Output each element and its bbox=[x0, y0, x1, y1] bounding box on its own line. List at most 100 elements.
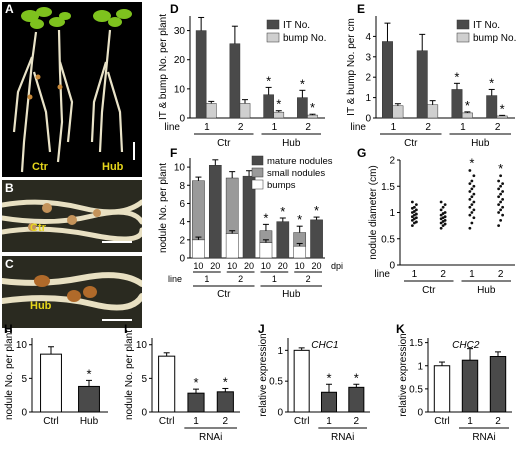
x-tick-label: 2 bbox=[495, 416, 501, 427]
significance-star: * bbox=[263, 210, 268, 225]
significance-star: * bbox=[86, 366, 91, 381]
scatter-point bbox=[499, 174, 503, 178]
significance-star: * bbox=[498, 161, 503, 176]
scatter-point bbox=[441, 224, 445, 228]
root-closeup-ctr bbox=[2, 199, 142, 243]
bar-it bbox=[263, 94, 274, 119]
bar-bump bbox=[461, 112, 473, 119]
legend-label: bump No. bbox=[283, 33, 326, 44]
x-tick-label: 1 bbox=[460, 122, 466, 133]
y-tick-label: 10 bbox=[174, 163, 186, 174]
group-label: Ctr bbox=[217, 289, 231, 300]
scatter-point bbox=[472, 184, 476, 188]
dpi-tick-label: 10 bbox=[227, 261, 237, 271]
scatter-point bbox=[501, 213, 505, 217]
y-tick-label: 2 bbox=[179, 235, 185, 246]
dpi-tick-label: 20 bbox=[312, 261, 322, 271]
bar bbox=[158, 355, 176, 413]
legend-swatch bbox=[251, 167, 264, 178]
y-tick-label: 4 bbox=[179, 217, 185, 228]
scatter-point bbox=[468, 169, 472, 172]
y-tick-label: 1.5 bbox=[409, 338, 423, 349]
scatter-point bbox=[443, 215, 447, 219]
scatter-point bbox=[439, 208, 443, 212]
nodule-dots bbox=[27, 74, 63, 100]
y-axis-label: IT & bump No. per cm bbox=[346, 18, 357, 116]
scatter-point bbox=[439, 221, 443, 225]
y-tick-label: 0 bbox=[365, 114, 371, 125]
scatter-point bbox=[501, 182, 505, 186]
panel-letter: E bbox=[357, 2, 365, 16]
scatter-point bbox=[497, 187, 501, 191]
y-tick-label: 0.5 bbox=[409, 384, 423, 395]
significance-star: * bbox=[500, 101, 505, 116]
significance-star: * bbox=[300, 76, 305, 91]
leaf-clusters bbox=[21, 7, 132, 29]
y-tick-label: 1.5 bbox=[381, 182, 395, 193]
panel-letter: K bbox=[396, 322, 405, 336]
seedling-illustration bbox=[12, 7, 135, 173]
x-tick-label: 2 bbox=[495, 122, 501, 133]
y-tick-label: 10 bbox=[16, 340, 28, 351]
y-tick-label: 1 bbox=[417, 361, 423, 372]
group-label: Ctr bbox=[422, 285, 436, 296]
y-tick-label: 5 bbox=[141, 374, 147, 385]
scatter-point bbox=[443, 218, 447, 222]
bar-it bbox=[486, 95, 498, 119]
scatter-point bbox=[468, 226, 472, 230]
scatter-point bbox=[472, 200, 476, 204]
x-tick-label: 1 bbox=[272, 122, 278, 133]
significance-star: * bbox=[276, 97, 281, 112]
x-tick-label: 1 bbox=[391, 122, 397, 133]
group-label: RNAi bbox=[331, 432, 354, 443]
scatter-point bbox=[410, 224, 414, 228]
scatter-point bbox=[470, 203, 474, 207]
y-tick-label: 3 bbox=[365, 52, 371, 63]
legend-label: IT No. bbox=[283, 20, 310, 31]
group-label: RNAi bbox=[199, 432, 222, 443]
x-tick-label: 2 bbox=[498, 269, 504, 280]
group-label: Hub bbox=[471, 138, 490, 149]
scatter-point bbox=[441, 205, 445, 209]
line-tick-label: 2 bbox=[238, 274, 243, 284]
x-line-label: line bbox=[164, 122, 180, 133]
stack-mature bbox=[310, 219, 323, 259]
group-label: RNAi bbox=[472, 432, 495, 443]
y-axis-label: relative expression bbox=[398, 333, 409, 416]
scatter-point bbox=[443, 211, 447, 214]
significance-star: * bbox=[223, 374, 228, 389]
scatter-point bbox=[468, 205, 472, 209]
x-line-label: line bbox=[374, 269, 390, 280]
line-tick-label: 2 bbox=[306, 274, 311, 284]
line-tick-label: 1 bbox=[204, 274, 209, 284]
bar bbox=[348, 386, 365, 413]
x-tick-label: Ctrl bbox=[159, 416, 175, 427]
significance-star: * bbox=[326, 370, 331, 385]
scatter-point bbox=[501, 205, 505, 209]
scatter-point bbox=[472, 192, 476, 196]
scatter-point bbox=[468, 190, 472, 193]
x-tick-label: Ctrl bbox=[434, 416, 450, 427]
bar-bump bbox=[273, 111, 285, 119]
bar bbox=[293, 349, 310, 413]
x-tick-label: 2 bbox=[223, 416, 229, 427]
scatter-point bbox=[470, 211, 474, 214]
legend-label: small nodules bbox=[267, 168, 325, 179]
scatter-point bbox=[443, 203, 447, 207]
photo-panel-c bbox=[2, 256, 142, 328]
group-label: Hub bbox=[282, 138, 301, 149]
bar bbox=[320, 391, 338, 413]
bar-it bbox=[195, 30, 207, 119]
legend-label: IT No. bbox=[473, 20, 500, 31]
scatter-point bbox=[468, 182, 472, 186]
scatter-point bbox=[468, 213, 472, 217]
y-axis-label: relative expression bbox=[258, 333, 269, 416]
group-label: Ctr bbox=[404, 138, 418, 149]
scatter-point bbox=[439, 200, 443, 204]
significance-star: * bbox=[297, 212, 302, 227]
bar bbox=[216, 391, 234, 413]
y-tick-label: 1 bbox=[277, 346, 283, 357]
x-tick-label: 2 bbox=[440, 269, 446, 280]
scatter-point bbox=[439, 226, 443, 230]
significance-star: * bbox=[465, 98, 470, 113]
